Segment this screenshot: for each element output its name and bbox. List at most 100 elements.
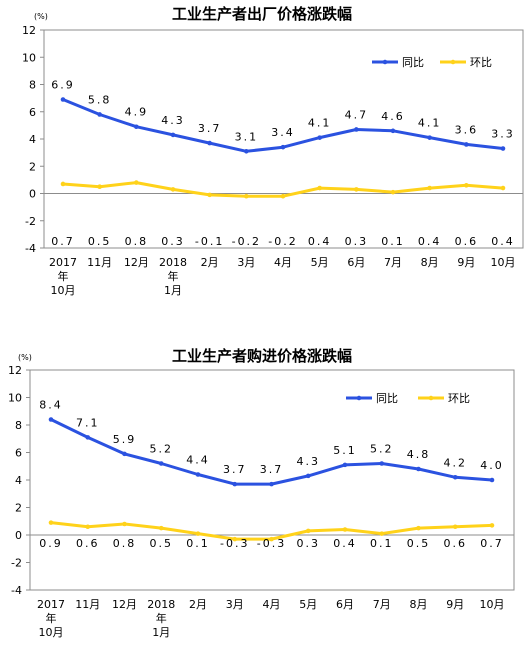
chart-title: 工业生产者购进价格涨跌幅 — [171, 347, 352, 365]
x-tick-label: 1月 — [152, 626, 170, 639]
data-label-mom: 0.6 — [455, 235, 479, 248]
data-label-mom: 0.4 — [308, 235, 332, 248]
chart-panel-output-prices: 工业生产者出厂价格涨跌幅 (%) -4 -2 0 2 4 6 8 10 12 2017 年 10月 11… — [22, 5, 524, 297]
data-label-mom: 0.8 — [113, 537, 137, 550]
data-label-mom: 0.1 — [186, 537, 210, 550]
data-point — [390, 189, 396, 195]
legend-marker — [382, 59, 388, 65]
data-label-yoy: 4.3 — [161, 114, 185, 127]
legend-marker — [356, 395, 362, 401]
data-point — [195, 472, 201, 477]
data-point — [427, 135, 432, 140]
x-tick-label: 9月 — [446, 598, 464, 611]
data-label-mom: 0.5 — [88, 235, 112, 248]
x-tick-label: 8月 — [410, 598, 428, 611]
data-point — [97, 112, 102, 117]
x-tick-label: 8月 — [421, 256, 439, 269]
x-tick-label: 10月 — [491, 256, 516, 269]
data-point — [379, 531, 385, 536]
x-tick-label: 12月 — [124, 256, 149, 269]
x-tick-label: 2月 — [201, 256, 219, 269]
data-point — [244, 193, 249, 199]
data-label-yoy: 5.2 — [370, 443, 394, 456]
y-axis-unit: (%) — [18, 353, 32, 362]
data-label-yoy: 3.7 — [223, 463, 247, 476]
legend-marker — [428, 395, 434, 401]
data-point — [305, 473, 311, 479]
y-tick-label: 12 — [8, 364, 22, 377]
data-label-yoy: 5.1 — [333, 444, 357, 457]
data-point — [354, 127, 359, 132]
data-label-mom: 0.6 — [444, 537, 468, 550]
x-tick-label: 年 — [46, 611, 57, 625]
data-label-yoy: 3.7 — [198, 122, 222, 135]
legend-label: 同比 — [376, 392, 398, 405]
data-point — [342, 462, 348, 468]
data-point — [464, 142, 469, 147]
data-point — [134, 180, 139, 185]
data-label-mom: 0.4 — [418, 235, 442, 248]
legend-label: 同比 — [402, 56, 424, 69]
data-point — [85, 435, 91, 440]
x-tick-label: 5月 — [299, 598, 317, 611]
data-point — [427, 185, 432, 191]
data-point — [317, 185, 322, 191]
data-point — [232, 536, 238, 542]
x-tick-label: 1月 — [164, 284, 182, 297]
data-point — [489, 523, 495, 528]
x-tick-label: 10月 — [39, 626, 64, 639]
data-label-yoy: 6.9 — [51, 78, 75, 91]
data-point — [354, 187, 359, 192]
x-tick-label: 3月 — [237, 256, 255, 269]
chart-panel-purchase-prices: 工业生产者购进价格涨跌幅 (%) -4 -2 0 2 4 6 8 10 12 2017 年 10月 11… — [0, 325, 524, 650]
data-point — [452, 474, 458, 480]
data-point — [85, 524, 91, 530]
x-tick-label: 10月 — [51, 284, 76, 297]
data-label-yoy: 4.6 — [381, 110, 405, 123]
data-label-yoy: 7.1 — [76, 416, 100, 429]
data-point — [207, 140, 212, 146]
data-label-mom: -0.2 — [232, 235, 261, 248]
data-label-mom: 0.5 — [150, 537, 174, 550]
data-point — [390, 128, 396, 134]
y-tick-label: 8 — [15, 419, 22, 432]
data-label-yoy: 3.1 — [235, 130, 259, 143]
x-tick-label: 6月 — [336, 598, 354, 611]
data-point — [489, 477, 495, 483]
data-point — [416, 466, 421, 472]
data-label-yoy: 4.9 — [125, 106, 149, 119]
y-axis-unit: (%) — [34, 12, 48, 21]
data-label-mom: -0.3 — [257, 537, 286, 550]
x-tick-label: 年 — [58, 269, 69, 283]
x-tick-label: 10月 — [480, 598, 505, 611]
data-point — [280, 193, 286, 199]
data-point — [158, 525, 164, 531]
data-label-yoy: 5.9 — [113, 433, 137, 446]
data-label-yoy: 4.8 — [407, 448, 431, 461]
data-point — [170, 187, 176, 192]
data-label-yoy: 3.3 — [491, 128, 515, 141]
data-label-yoy: 5.2 — [150, 443, 174, 456]
x-tick-label: 12月 — [112, 598, 137, 611]
data-label-mom: 0.1 — [370, 537, 394, 550]
x-tick-label: 年 — [156, 611, 167, 625]
data-label-mom: 0.4 — [491, 235, 515, 248]
data-label-yoy: 4.1 — [308, 117, 332, 130]
x-tick-label: 2月 — [189, 598, 207, 611]
x-tick-label: 11月 — [75, 598, 100, 611]
data-label-mom: 0.4 — [333, 537, 357, 550]
data-point — [269, 481, 274, 487]
x-tick-label: 9月 — [457, 256, 475, 269]
x-tick-label: 3月 — [226, 598, 244, 611]
data-point — [342, 527, 348, 532]
data-point — [232, 481, 238, 487]
y-tick-label: 2 — [15, 502, 22, 515]
data-point — [122, 451, 127, 457]
data-point — [464, 183, 469, 188]
data-point — [195, 531, 201, 536]
x-tick-label: 4月 — [263, 598, 281, 611]
data-label-yoy: 3.4 — [271, 126, 295, 139]
data-point — [60, 181, 66, 187]
